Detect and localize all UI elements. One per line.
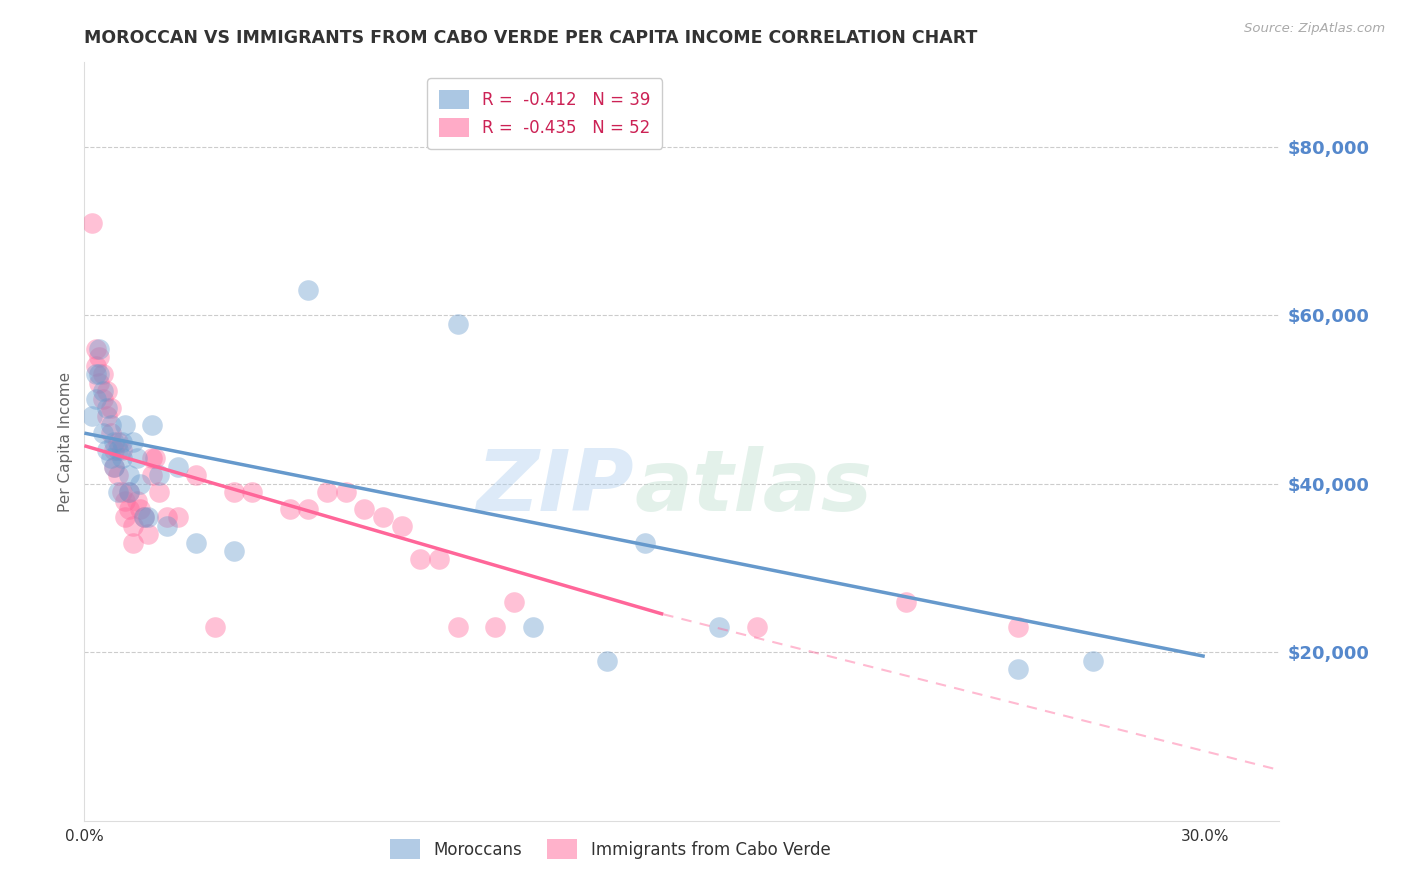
Point	[222, 544, 245, 558]
Point	[136, 510, 159, 524]
Point	[141, 451, 163, 466]
Point	[122, 535, 145, 549]
Point	[107, 485, 129, 500]
Point	[84, 367, 107, 381]
Point	[278, 502, 301, 516]
Point	[103, 442, 125, 457]
Point	[118, 468, 141, 483]
Point	[111, 434, 134, 449]
Point	[141, 468, 163, 483]
Point	[118, 502, 141, 516]
Point	[427, 552, 450, 566]
Point	[222, 485, 245, 500]
Point	[894, 594, 917, 608]
Point	[745, 620, 768, 634]
Point	[297, 502, 319, 516]
Point	[373, 510, 395, 524]
Point	[155, 518, 177, 533]
Point	[91, 392, 114, 407]
Point	[103, 434, 125, 449]
Point	[100, 417, 122, 432]
Point	[114, 417, 136, 432]
Point	[84, 342, 107, 356]
Point	[297, 283, 319, 297]
Point	[80, 215, 103, 229]
Point	[132, 510, 156, 524]
Point	[89, 342, 111, 356]
Point	[709, 620, 731, 634]
Point	[148, 485, 170, 500]
Point	[633, 535, 655, 549]
Point	[91, 384, 114, 398]
Text: Source: ZipAtlas.com: Source: ZipAtlas.com	[1244, 22, 1385, 36]
Point	[447, 620, 470, 634]
Point	[166, 510, 188, 524]
Point	[166, 459, 188, 474]
Point	[107, 468, 129, 483]
Point	[186, 468, 208, 483]
Y-axis label: Per Capita Income: Per Capita Income	[58, 371, 73, 512]
Point	[118, 485, 141, 500]
Point	[89, 367, 111, 381]
Point	[409, 552, 432, 566]
Point	[242, 485, 264, 500]
Point	[522, 620, 544, 634]
Point	[84, 359, 107, 373]
Point	[103, 459, 125, 474]
Point	[100, 451, 122, 466]
Point	[596, 654, 619, 668]
Point	[122, 434, 145, 449]
Point	[129, 502, 152, 516]
Point	[96, 401, 118, 415]
Point	[103, 459, 125, 474]
Point	[186, 535, 208, 549]
Point	[316, 485, 339, 500]
Point	[484, 620, 506, 634]
Text: atlas: atlas	[634, 445, 872, 529]
Point	[89, 376, 111, 390]
Point	[148, 468, 170, 483]
Point	[122, 518, 145, 533]
Point	[107, 434, 129, 449]
Point	[1007, 620, 1029, 634]
Point	[1007, 662, 1029, 676]
Point	[111, 442, 134, 457]
Point	[335, 485, 357, 500]
Point	[141, 417, 163, 432]
Point	[125, 451, 148, 466]
Point	[111, 451, 134, 466]
Point	[1081, 654, 1104, 668]
Point	[107, 442, 129, 457]
Point	[155, 510, 177, 524]
Point	[84, 392, 107, 407]
Point	[114, 493, 136, 508]
Point	[96, 409, 118, 424]
Point	[136, 527, 159, 541]
Point	[114, 510, 136, 524]
Point	[91, 426, 114, 441]
Point	[89, 351, 111, 365]
Point	[125, 493, 148, 508]
Point	[391, 518, 413, 533]
Point	[100, 426, 122, 441]
Point	[96, 442, 118, 457]
Point	[129, 476, 152, 491]
Point	[80, 409, 103, 424]
Point	[118, 485, 141, 500]
Point	[143, 451, 166, 466]
Text: MOROCCAN VS IMMIGRANTS FROM CABO VERDE PER CAPITA INCOME CORRELATION CHART: MOROCCAN VS IMMIGRANTS FROM CABO VERDE P…	[84, 29, 977, 47]
Point	[111, 485, 134, 500]
Point	[100, 401, 122, 415]
Point	[353, 502, 375, 516]
Point	[204, 620, 226, 634]
Point	[96, 384, 118, 398]
Point	[447, 317, 470, 331]
Point	[502, 594, 524, 608]
Point	[132, 510, 156, 524]
Legend: Moroccans, Immigrants from Cabo Verde: Moroccans, Immigrants from Cabo Verde	[384, 833, 837, 865]
Point	[91, 367, 114, 381]
Text: ZIP: ZIP	[477, 445, 634, 529]
